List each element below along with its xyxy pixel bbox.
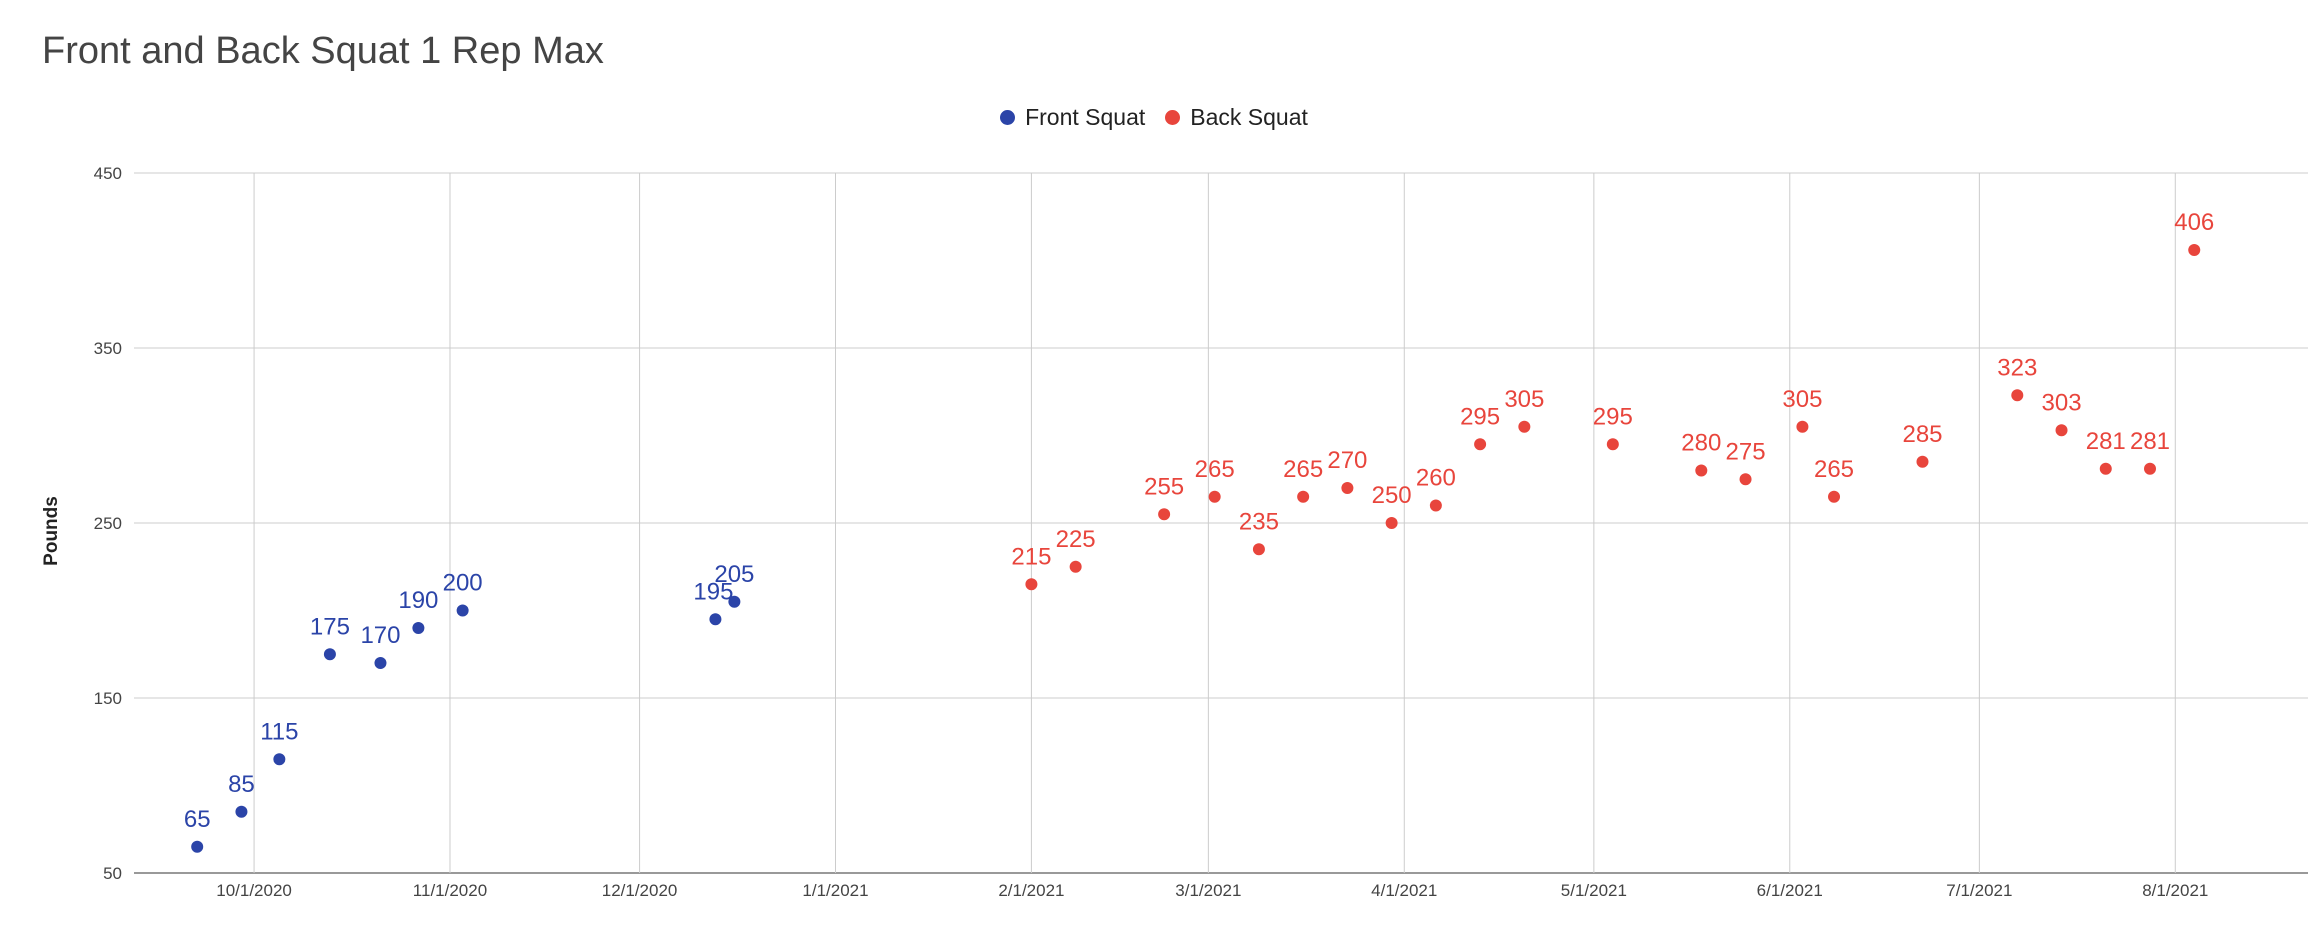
back-squat-point[interactable]	[1297, 490, 1310, 503]
back-squat-point[interactable]	[1158, 508, 1171, 521]
x-tick-label: 6/1/2021	[1757, 881, 1823, 900]
x-tick-label: 5/1/2021	[1561, 881, 1627, 900]
x-tick-label: 1/1/2021	[802, 881, 868, 900]
front-squat-data-label: 200	[443, 570, 483, 597]
y-tick-label: 50	[103, 864, 122, 883]
back-squat-data-label: 260	[1416, 465, 1456, 492]
back-squat-data-label: 303	[2042, 389, 2082, 416]
back-squat-data-label: 225	[1056, 526, 1096, 553]
back-squat-point[interactable]	[1739, 473, 1752, 486]
back-squat-point[interactable]	[1429, 499, 1442, 512]
x-tick-label: 3/1/2021	[1175, 881, 1241, 900]
front-squat-point[interactable]	[273, 753, 286, 766]
back-squat-point[interactable]	[1341, 482, 1354, 494]
y-tick-label: 150	[94, 689, 122, 708]
front-squat-data-label: 190	[398, 587, 438, 614]
front-squat-data-label: 115	[260, 718, 298, 745]
front-squat-data-label: 85	[228, 771, 255, 798]
front-squat-data-label: 170	[360, 622, 400, 649]
x-tick-label: 11/1/2020	[413, 881, 487, 900]
back-squat-data-label: 270	[1327, 447, 1367, 474]
front-squat-point[interactable]	[412, 622, 425, 634]
legend-swatch-back-squat	[1165, 110, 1181, 125]
back-squat-point[interactable]	[1252, 543, 1265, 556]
legend-item-front-squat[interactable]: Front Squat	[1000, 104, 1145, 131]
back-squat-point[interactable]	[1695, 464, 1708, 477]
front-squat-data-label: 205	[714, 561, 754, 588]
front-squat-data-label: 175	[310, 613, 350, 640]
legend-swatch-front-squat	[1000, 110, 1016, 125]
back-squat-point[interactable]	[1916, 455, 1929, 468]
back-squat-data-label: 265	[1195, 456, 1235, 483]
x-tick-label: 2/1/2021	[998, 881, 1064, 900]
back-squat-point[interactable]	[1385, 517, 1398, 529]
back-squat-data-label: 281	[2130, 428, 2170, 455]
back-squat-data-label: 275	[1726, 438, 1766, 465]
x-tick-label: 8/1/2021	[2142, 881, 2208, 900]
back-squat-data-label: 323	[1997, 354, 2037, 381]
back-squat-data-label: 235	[1239, 508, 1279, 535]
x-tick-label: 7/1/2021	[1946, 881, 2012, 900]
back-squat-point[interactable]	[1208, 490, 1221, 503]
back-squat-point[interactable]	[1518, 420, 1531, 433]
front-squat-point[interactable]	[235, 805, 248, 818]
back-squat-data-label: 305	[1504, 386, 1544, 413]
back-squat-point[interactable]	[2055, 424, 2068, 437]
back-squat-point[interactable]	[1796, 420, 1809, 433]
y-tick-label: 350	[94, 339, 122, 358]
y-tick-label: 450	[94, 164, 122, 183]
chart-title: Front and Back Squat 1 Rep Max	[42, 30, 604, 72]
back-squat-data-label: 215	[1011, 543, 1051, 570]
back-squat-data-label: 406	[2174, 209, 2214, 236]
back-squat-point[interactable]	[2188, 244, 2201, 256]
front-squat-point[interactable]	[374, 657, 387, 669]
back-squat-point[interactable]	[1828, 490, 1841, 503]
legend-label-back-squat: Back Squat	[1190, 104, 1308, 130]
x-tick-label: 4/1/2021	[1371, 881, 1437, 900]
front-squat-point[interactable]	[709, 613, 722, 626]
back-squat-data-label: 265	[1283, 456, 1323, 483]
legend-item-back-squat[interactable]: Back Squat	[1165, 104, 1308, 131]
back-squat-point[interactable]	[2144, 462, 2157, 475]
back-squat-point[interactable]	[2099, 462, 2112, 475]
back-squat-point[interactable]	[1606, 438, 1619, 451]
back-squat-point[interactable]	[2011, 389, 2024, 402]
back-squat-data-label: 265	[1814, 456, 1854, 483]
back-squat-point[interactable]	[1474, 438, 1487, 451]
front-squat-point[interactable]	[191, 840, 204, 853]
back-squat-data-label: 295	[1593, 403, 1633, 430]
back-squat-data-label: 280	[1681, 430, 1721, 457]
chart-legend: Front Squat Back Squat	[0, 104, 2308, 131]
y-tick-label: 250	[94, 514, 122, 533]
front-squat-point[interactable]	[456, 604, 469, 617]
front-squat-point[interactable]	[323, 648, 336, 661]
back-squat-point[interactable]	[1025, 578, 1038, 591]
back-squat-data-label: 305	[1782, 386, 1822, 413]
front-squat-data-label: 65	[184, 806, 211, 833]
x-tick-label: 10/1/2020	[216, 881, 292, 900]
front-squat-data-label: 195	[693, 578, 733, 605]
front-squat-point[interactable]	[728, 595, 741, 608]
x-tick-label: 12/1/2020	[602, 881, 678, 900]
back-squat-data-label: 281	[2086, 428, 2126, 455]
back-squat-data-label: 255	[1144, 473, 1184, 500]
back-squat-data-label: 250	[1372, 482, 1412, 509]
legend-label-front-squat: Front Squat	[1025, 104, 1146, 130]
back-squat-data-label: 295	[1460, 403, 1500, 430]
back-squat-data-label: 285	[1902, 421, 1942, 448]
back-squat-point[interactable]	[1069, 560, 1082, 573]
